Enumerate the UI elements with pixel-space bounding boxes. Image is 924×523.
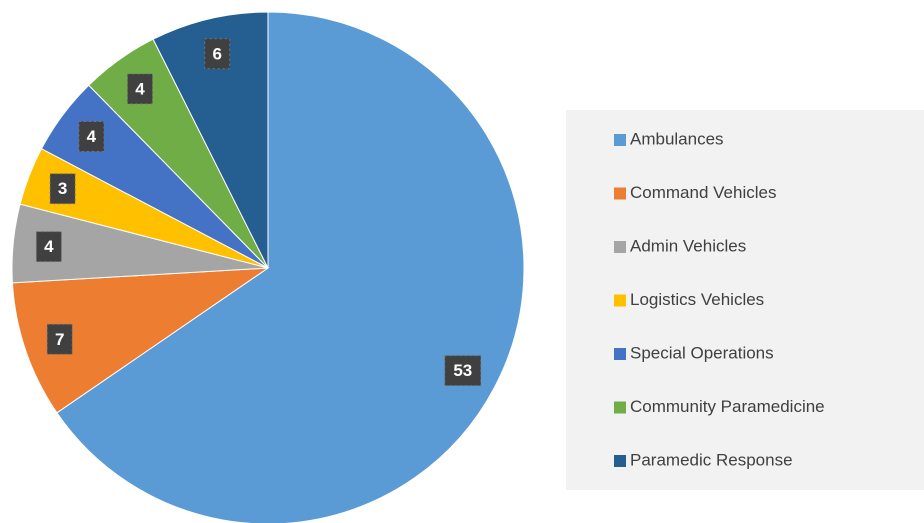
data-label: 6: [212, 44, 221, 63]
data-label: 4: [44, 237, 54, 256]
legend-swatch: [614, 134, 626, 146]
legend-swatch: [614, 455, 626, 467]
legend-label: Admin Vehicles: [630, 236, 746, 255]
legend-label: Ambulances: [630, 129, 724, 148]
legend-label: Paramedic Response: [630, 450, 793, 469]
data-label-box: [49, 173, 76, 205]
legend-label: Community Paramedicine: [630, 397, 825, 416]
legend-swatch: [614, 348, 626, 360]
legend-label: Command Vehicles: [630, 183, 776, 202]
legend-label: Logistics Vehicles: [630, 290, 764, 309]
legend-label: Special Operations: [630, 343, 774, 362]
data-label-box: [204, 38, 231, 70]
data-label: 4: [87, 127, 97, 146]
data-label-box: [126, 73, 153, 105]
data-label: 4: [135, 79, 145, 98]
data-label-box: [78, 121, 105, 153]
legend-swatch: [614, 241, 626, 253]
pie-slice: [11, 267, 270, 414]
legend-swatch: [614, 401, 626, 414]
legend-swatch: [614, 294, 626, 307]
data-label-box: [46, 323, 73, 355]
data-label-box: [35, 231, 62, 263]
data-label: 7: [55, 330, 64, 349]
data-label: 3: [58, 179, 67, 198]
pie-slice: [152, 11, 269, 269]
legend-swatch: [614, 187, 626, 200]
pie-slice: [56, 11, 525, 523]
data-label-box: [444, 355, 482, 387]
data-label: 53: [453, 361, 472, 380]
